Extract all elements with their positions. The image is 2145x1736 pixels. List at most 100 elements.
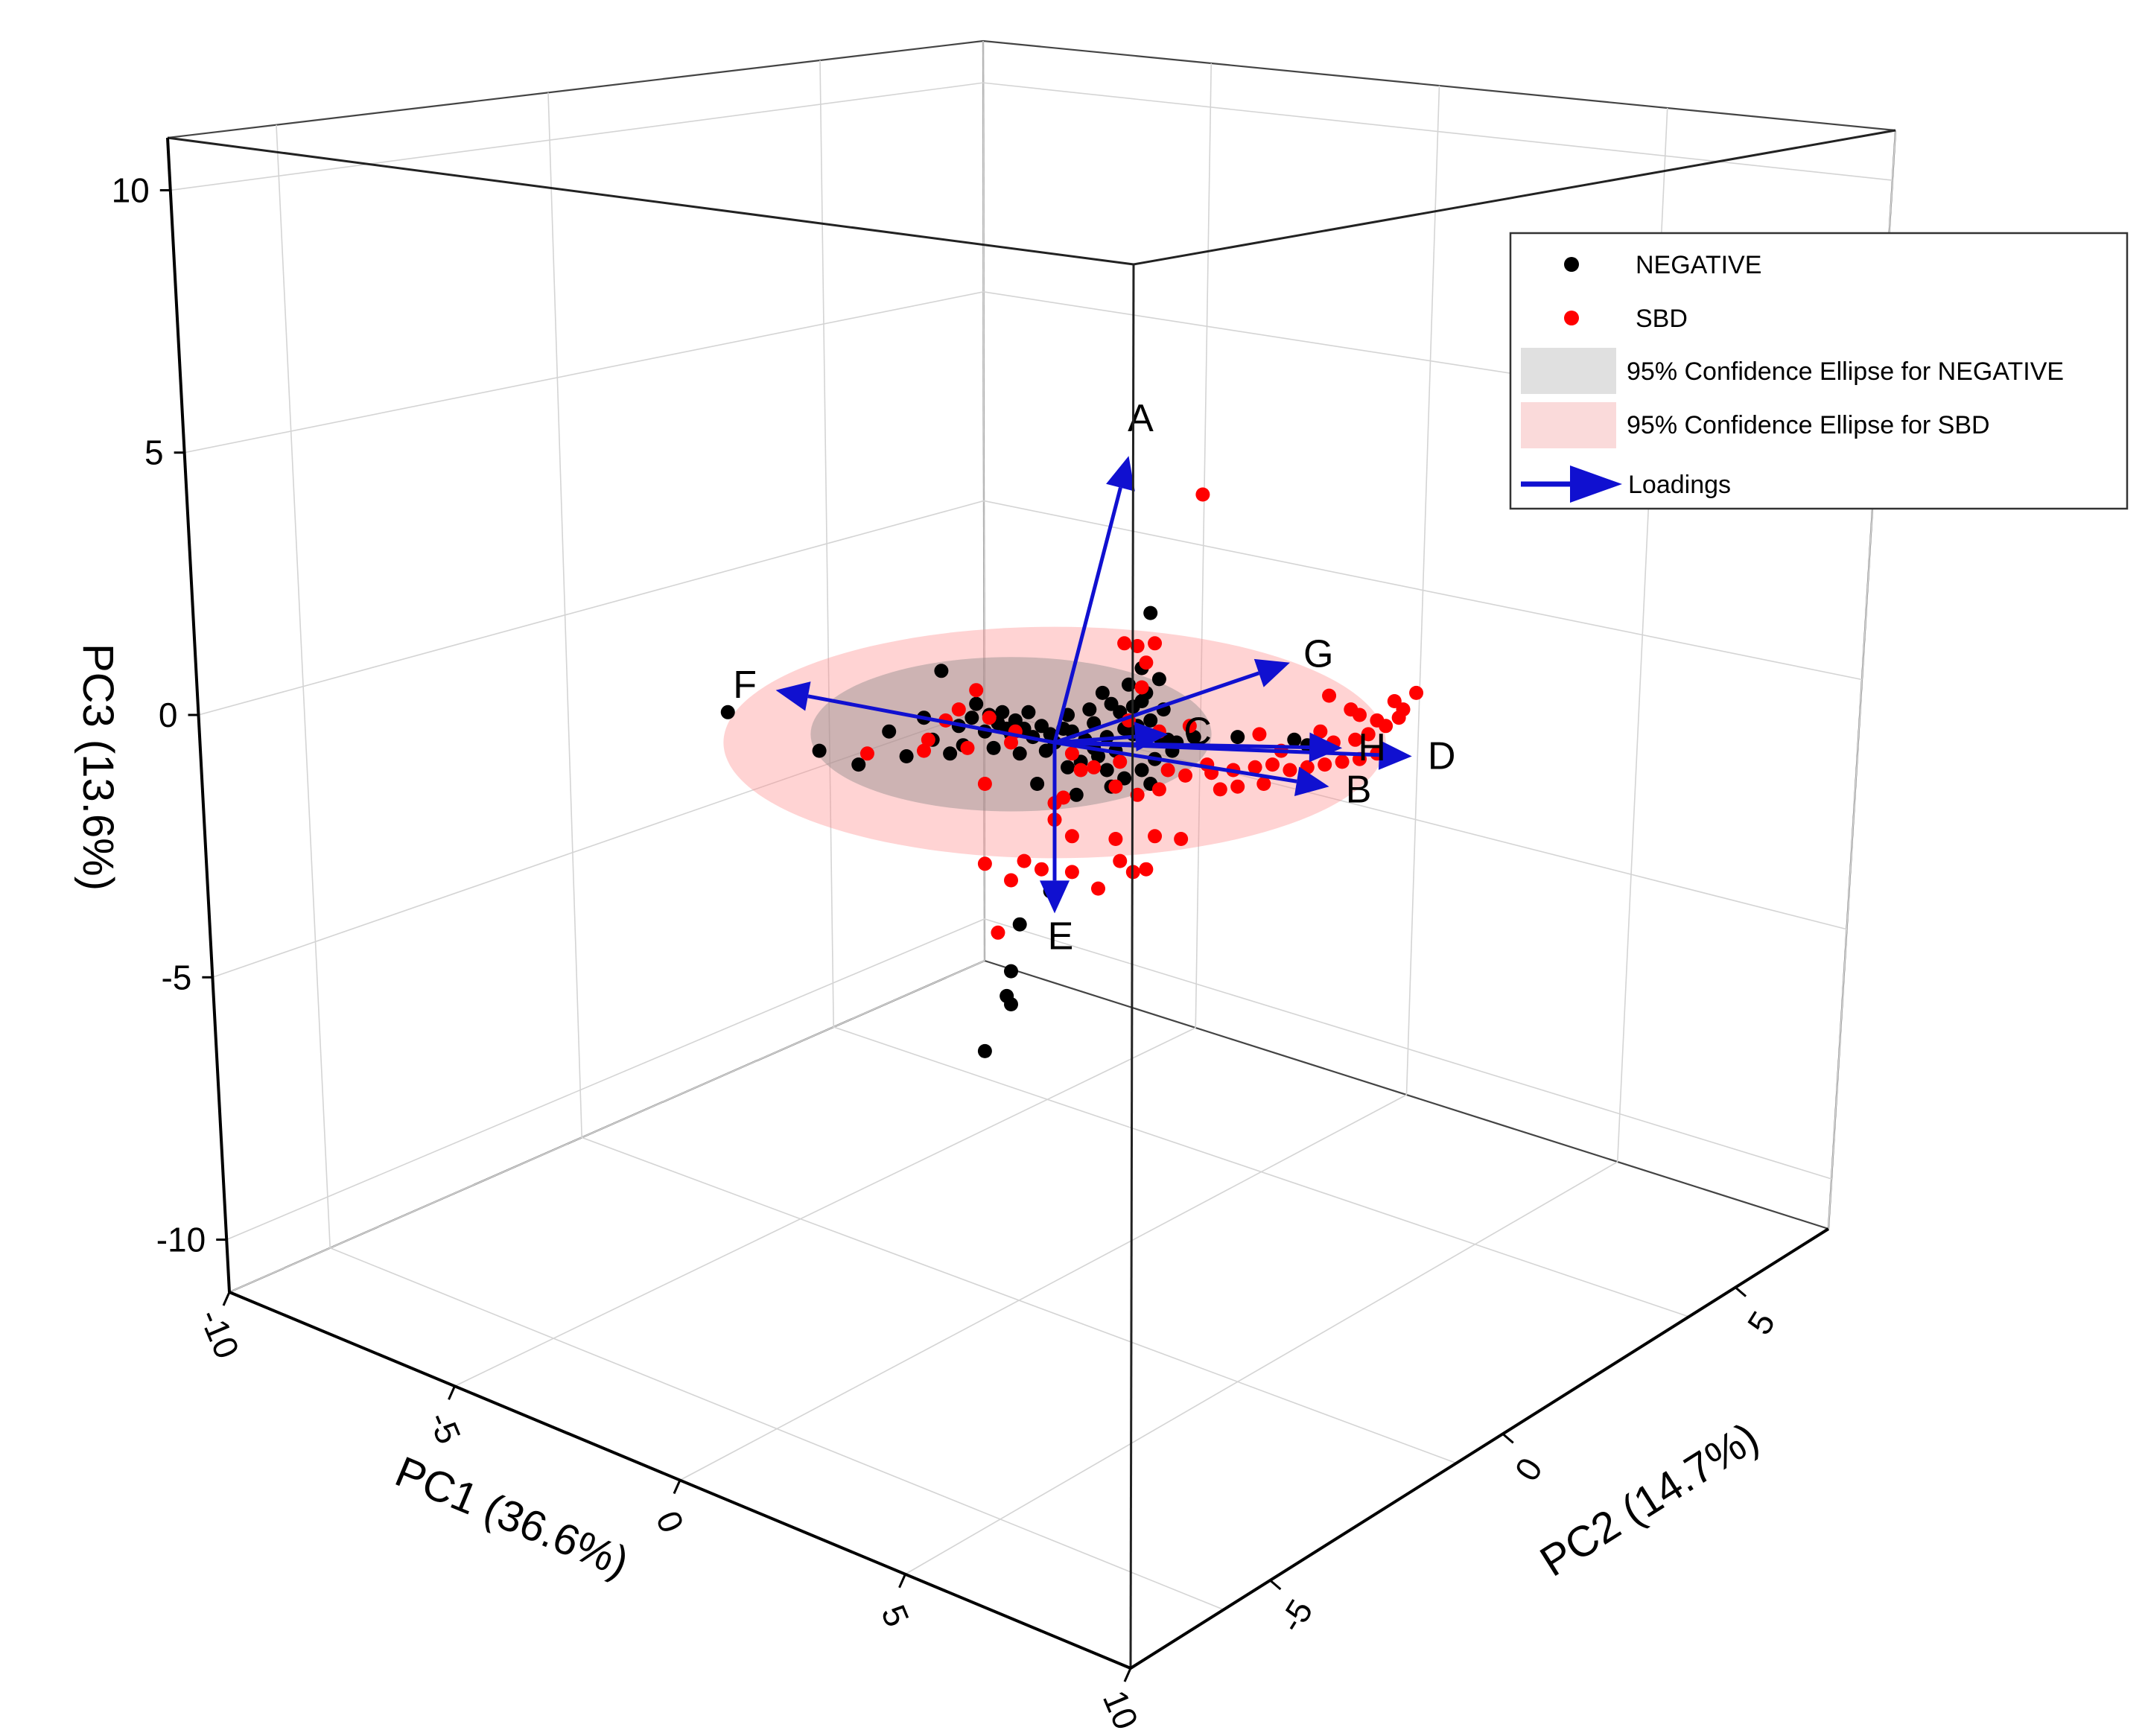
y-axis-line [1129, 1227, 1830, 1670]
point-negative [1069, 787, 1084, 802]
point-negative [1012, 746, 1027, 761]
point-negative [899, 749, 914, 763]
loading-arrow-head-B [1294, 766, 1329, 796]
loading-label-E: E [1048, 915, 1074, 958]
z-tick-label: -5 [161, 958, 191, 996]
z-axis-title: PC3 (13.6%) [74, 643, 122, 891]
x-wall-gridline [1195, 63, 1213, 1028]
z-gridline [170, 82, 1893, 191]
point-sbd [1252, 727, 1267, 742]
z-tick-label: 10 [112, 171, 150, 209]
point-negative [1143, 713, 1158, 728]
point-sbd [1113, 853, 1128, 868]
loading-label-A: A [1128, 397, 1154, 440]
loading-label-D: D [1428, 735, 1456, 778]
legend-arrow-icon [1521, 465, 1622, 503]
legend-label-loadings: Loadings [1628, 471, 1731, 499]
point-negative [1030, 777, 1045, 791]
z-gridline [226, 918, 1832, 1241]
legend-label-sbd-ellipse: 95% Confidence Ellipse for SBD [1627, 411, 1990, 439]
point-sbd [1195, 487, 1210, 502]
front-top-edge-right [1133, 129, 1896, 266]
point-sbd [917, 743, 931, 758]
point-sbd [1148, 636, 1163, 651]
x-tick-label: -5 [421, 1406, 468, 1449]
point-negative [1099, 763, 1114, 778]
point-sbd [1087, 760, 1102, 775]
front-frame [167, 129, 1896, 1669]
point-sbd [960, 740, 975, 755]
point-sbd [1108, 779, 1123, 794]
point-sbd [1313, 724, 1328, 739]
point-sbd [1108, 832, 1123, 846]
point-negative [1038, 743, 1053, 758]
x-tick-label: 10 [1096, 1685, 1146, 1735]
point-sbd [1004, 873, 1018, 888]
legend-patch-sbd-ellipse [1521, 402, 1616, 448]
y-tick-label: 5 [1740, 1305, 1783, 1341]
x-floor-gridline [679, 1094, 1407, 1481]
point-negative [986, 740, 1001, 755]
point-negative [1151, 672, 1166, 687]
point-negative [934, 664, 949, 678]
legend-label-negative-ellipse: 95% Confidence Ellipse for NEGATIVE [1627, 357, 2064, 386]
legend-marker-sbd [1564, 311, 1579, 325]
x-tick [222, 1291, 231, 1306]
point-sbd [969, 683, 984, 698]
x-tick-label: -10 [192, 1303, 247, 1364]
point-sbd [977, 777, 992, 791]
point-sbd [1056, 790, 1071, 805]
point-negative [1021, 705, 1036, 719]
loading-arrow-head-G [1253, 658, 1290, 687]
point-sbd [1004, 735, 1018, 750]
point-sbd [1379, 719, 1394, 734]
point-negative [851, 757, 866, 772]
series-sbd [859, 487, 1424, 940]
legend-marker-negative [1564, 257, 1579, 272]
loading-arrow-line-B [1054, 740, 1297, 783]
point-sbd [1322, 688, 1337, 703]
point-negative [977, 1043, 992, 1058]
point-negative [1061, 760, 1075, 775]
point-negative [1004, 964, 1018, 979]
point-sbd [1353, 708, 1367, 722]
point-sbd [991, 925, 1005, 940]
x-wall-gridline [982, 40, 985, 961]
legend-label-negative: NEGATIVE [1636, 251, 1761, 279]
loading-arrow-head-A [1106, 456, 1135, 492]
point-sbd [1256, 777, 1271, 791]
point-sbd [1182, 719, 1197, 734]
point-sbd [1091, 881, 1105, 896]
point-sbd [1130, 787, 1145, 802]
point-negative [1134, 763, 1149, 778]
y-tick-label: 0 [1507, 1451, 1550, 1487]
loading-arrow-line-A [1052, 487, 1122, 743]
point-negative [943, 746, 958, 761]
y-wall-gridline [819, 60, 834, 1028]
point-negative [1082, 702, 1097, 717]
legend-patch-negative-ellipse [1521, 348, 1616, 394]
point-sbd [921, 732, 935, 747]
x-floor-gridline [229, 960, 985, 1293]
data-points [720, 487, 1424, 1058]
point-sbd [1387, 694, 1402, 708]
x-tick [898, 1574, 906, 1589]
point-sbd [1148, 829, 1163, 844]
x-tick-label: 5 [874, 1600, 917, 1632]
point-sbd [1151, 782, 1166, 797]
loading-label-B: B [1346, 768, 1372, 811]
x-wall-gridline [1405, 85, 1440, 1096]
legend: NEGATIVE SBD 95% Confidence Ellipse for … [1509, 232, 2129, 510]
axis-ticks [159, 188, 1747, 1682]
loading-arrow-line-H [1054, 740, 1310, 750]
front-vertical [1129, 264, 1135, 1669]
y-wall-gridline [547, 92, 582, 1138]
point-sbd [1178, 768, 1192, 783]
loading-arrow-line-F [807, 694, 1055, 745]
front-top-edge-left [167, 136, 1134, 266]
point-sbd [1117, 636, 1132, 651]
grid-lines [170, 40, 1896, 1669]
point-sbd [1174, 832, 1189, 846]
point-negative [1143, 605, 1158, 620]
